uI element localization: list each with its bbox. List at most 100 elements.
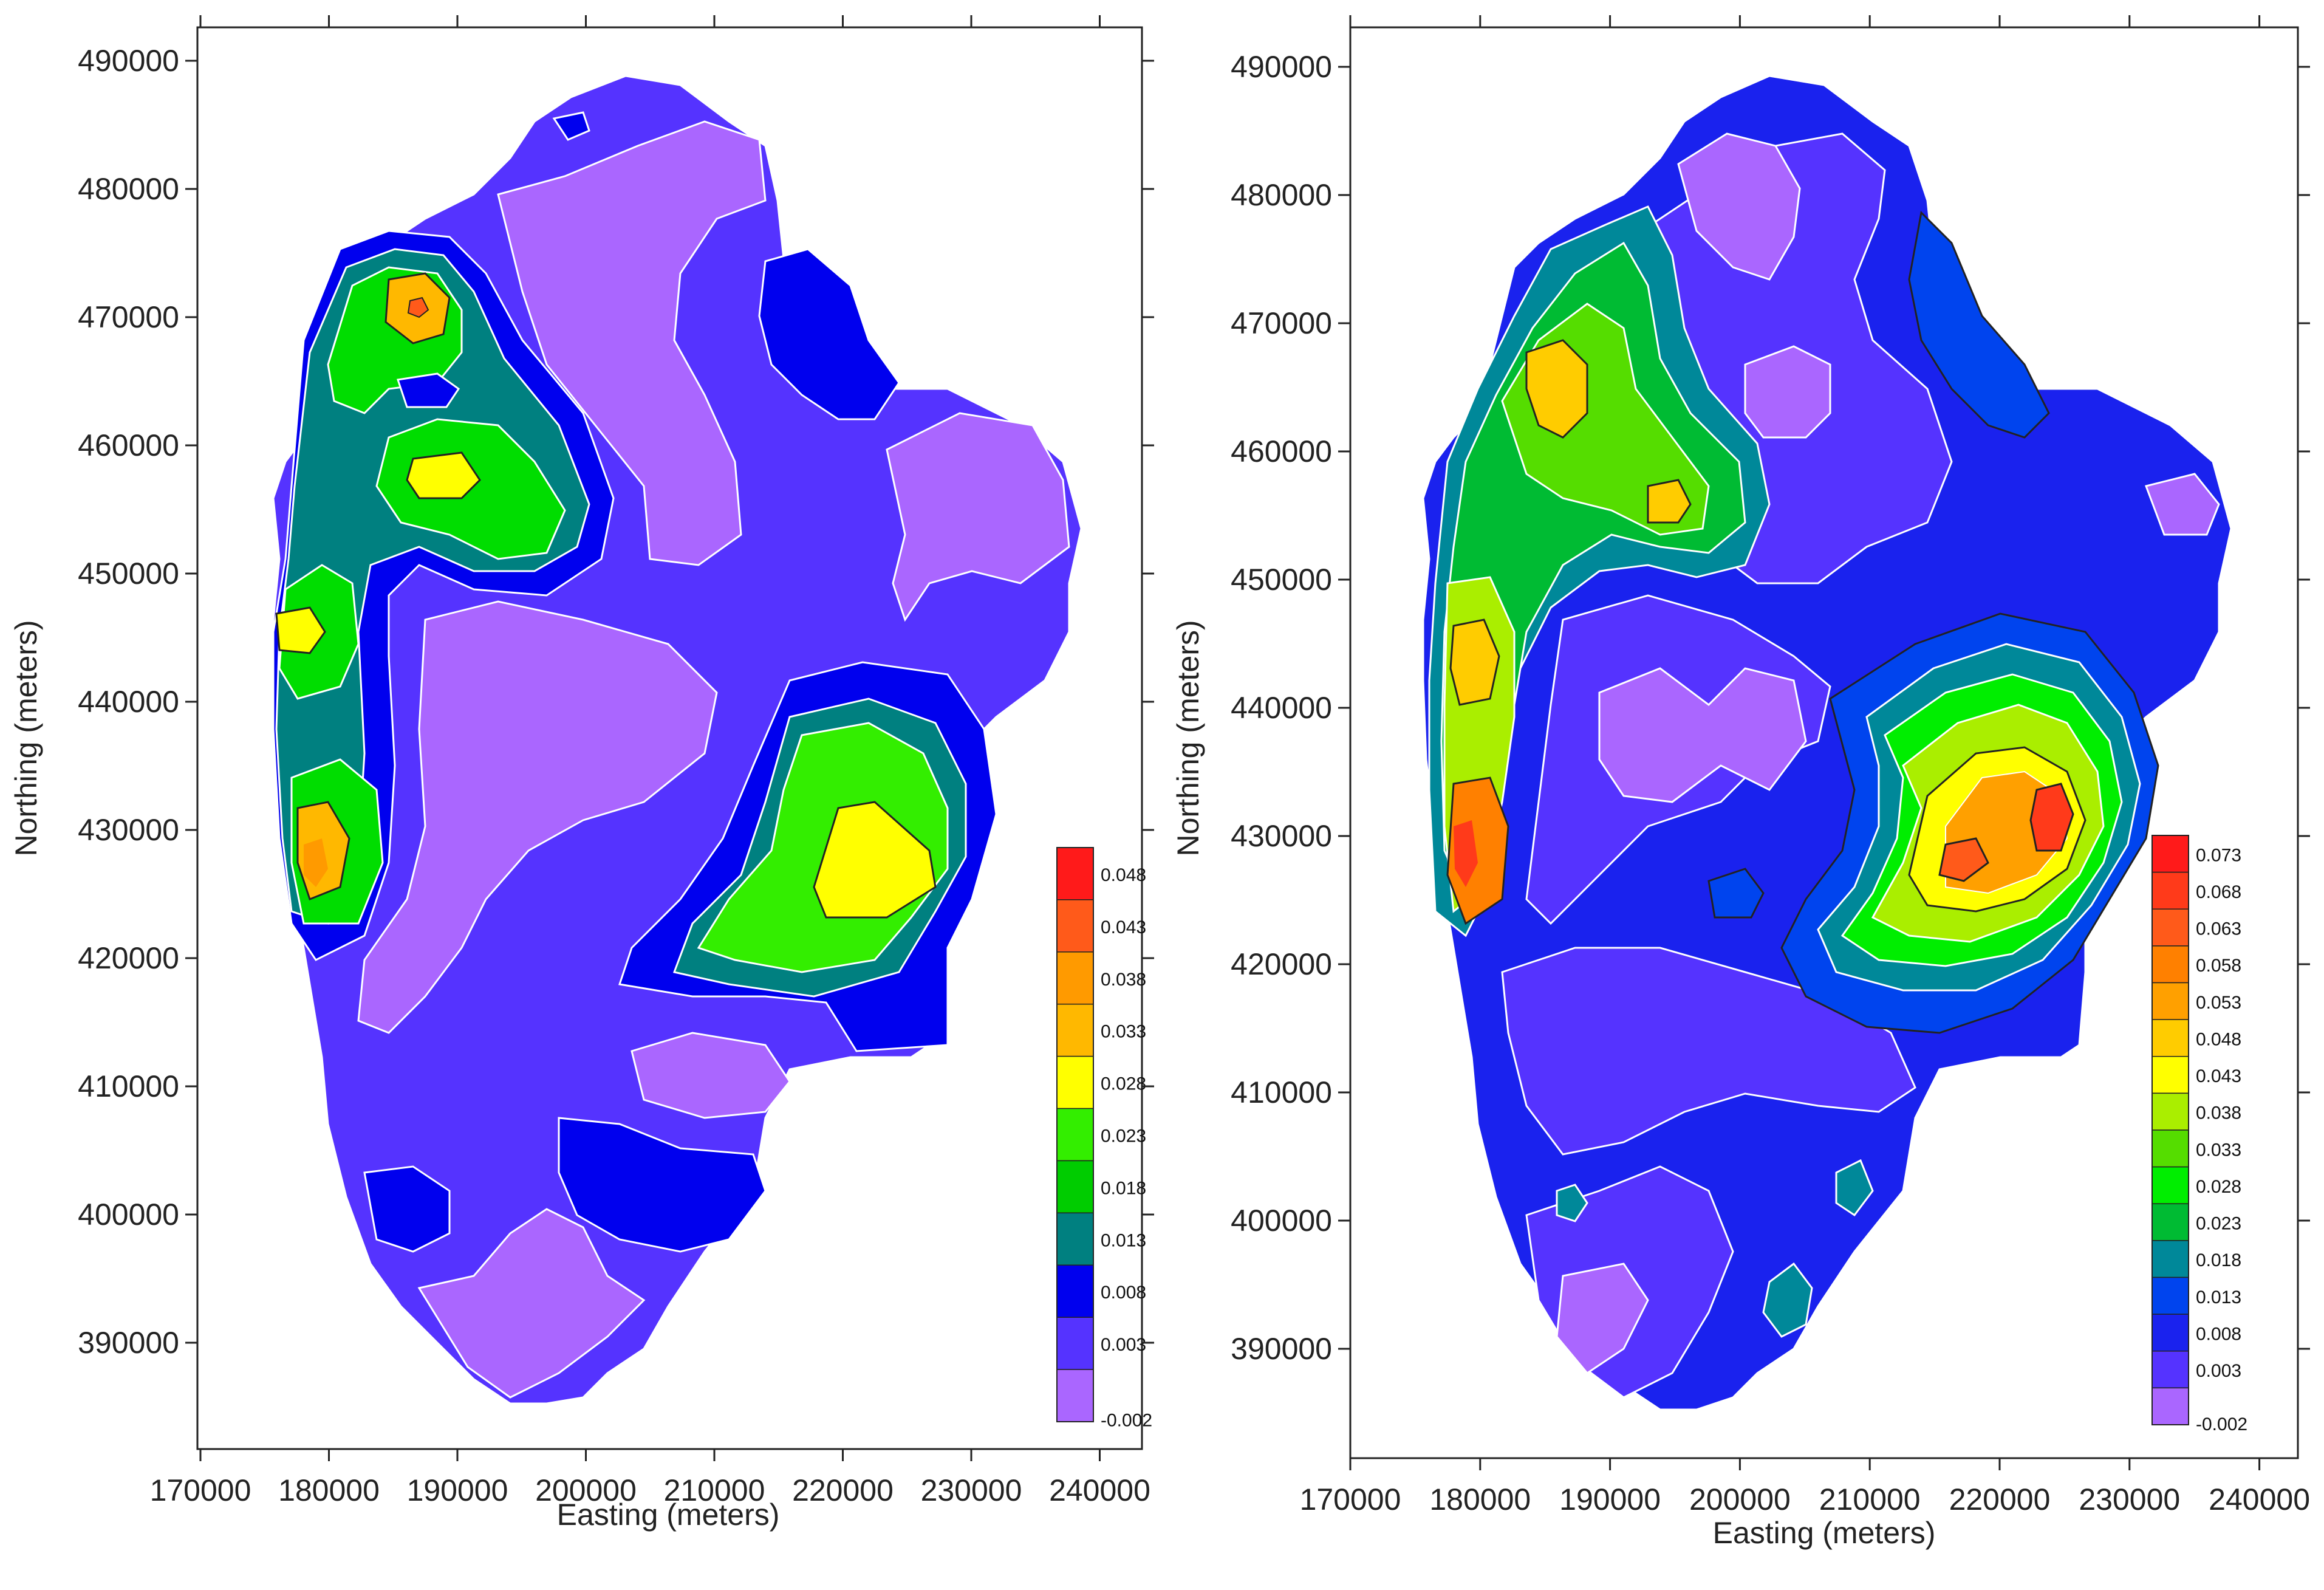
colorbar-label: 0.033 [2196, 1140, 2241, 1160]
region-blue-ne [1908, 210, 2050, 439]
colorbar-label: 0.053 [2196, 993, 2241, 1013]
map-panel-right: 0.073 0.068 0.063 0.058 0.053 0.048 0.043 0.038… [1162, 0, 2324, 1590]
colorbar-label: 0.048 [2196, 1029, 2241, 1049]
colorbar-label: 0.048 [1101, 865, 1146, 885]
region-blue-center [1707, 868, 1765, 919]
colorbar-label: 0.033 [1101, 1022, 1146, 1042]
colorbar-label: 0.028 [2196, 1177, 2241, 1197]
colorbar-label: 0.018 [1101, 1178, 1146, 1198]
x-tick-label: 200000 [1689, 1482, 1791, 1516]
colorbar-swatch [1056, 847, 1094, 900]
region-verylow-5 [2145, 473, 2220, 536]
region-red-se1 [2029, 783, 2074, 852]
colorbar-swatch [2151, 1387, 2189, 1425]
map-panel-left: 0.048 0.043 0.038 0.033 0.028 0.023 0.018 0.013… [9, 15, 1154, 1532]
x-tick-label: 170000 [150, 1473, 251, 1507]
region-blue-right [758, 248, 900, 420]
region-verylow-3 [1598, 667, 1807, 803]
x-tick-label: 210000 [1819, 1482, 1921, 1516]
colorbar-label: 0.013 [1101, 1230, 1146, 1250]
y-tick-label: 400000 [1231, 1204, 1332, 1238]
region-teal-s2 [1835, 1159, 1874, 1217]
y-tick-label: 470000 [1231, 306, 1332, 340]
x-tick-label: 230000 [921, 1473, 1022, 1507]
colorbar-swatch [2151, 945, 2189, 984]
region-yellow-east [813, 801, 937, 919]
region-teal-west [275, 248, 590, 925]
x-tick-label: 240000 [1049, 1473, 1150, 1507]
x-tick-label: 230000 [2079, 1482, 2180, 1516]
region-yellow-n [406, 451, 481, 499]
y-tick-label: 460000 [1231, 434, 1332, 468]
region-red-w2 [304, 838, 328, 887]
x-tick-label: 210000 [664, 1473, 765, 1507]
region-blue-south [558, 1117, 767, 1253]
colorbar-swatch [2151, 1166, 2189, 1204]
x-tick-label: 200000 [535, 1473, 637, 1507]
colorbar-swatch [2151, 1092, 2189, 1131]
region-blue-small [397, 372, 460, 408]
colorbar-label: 0.058 [2196, 956, 2241, 976]
colorbar-right: 0.073 0.068 0.063 0.058 0.053 0.048 0.043 0.038… [2151, 835, 2247, 1434]
region-orange-w2 [1446, 776, 1509, 925]
colorbar-swatch [1056, 1369, 1094, 1422]
region-teal-s [1762, 1262, 1813, 1338]
colorbar-swatch [1056, 1055, 1094, 1109]
colorbar-label: 0.003 [1101, 1335, 1146, 1355]
region-yellow-w1 [275, 606, 326, 654]
x-tick-label: 180000 [278, 1473, 380, 1507]
colorbar-swatch [1056, 1264, 1094, 1318]
region-low-3 [886, 412, 1070, 622]
colorbar-label: 0.023 [1101, 1126, 1146, 1146]
colorbar-label: 0.073 [2196, 845, 2241, 865]
colorbar-label: 0.023 [2196, 1214, 2241, 1234]
y-tick-label: 450000 [78, 557, 179, 591]
colorbar-swatch [1056, 1317, 1094, 1370]
y-tick-label: 420000 [78, 941, 179, 975]
region-low-4 [631, 1032, 791, 1119]
colorbar-swatch [1056, 899, 1094, 953]
region-yellow-nw [1525, 339, 1588, 439]
colorbar-swatch [2151, 908, 2189, 947]
colorbar-label: 0.043 [2196, 1066, 2241, 1086]
y-tick-label: 420000 [1231, 947, 1332, 981]
y-tick-label: 390000 [1231, 1332, 1332, 1366]
colorbar-label: 0.018 [2196, 1250, 2241, 1270]
y-tick-label: 400000 [78, 1198, 179, 1232]
colorbar-swatch [2151, 1056, 2189, 1094]
region-low-5 [417, 1208, 646, 1399]
x-tick-label: 240000 [2209, 1482, 2310, 1516]
colorbar-frame [2151, 835, 2189, 1425]
y-tick-label: 480000 [1231, 178, 1332, 212]
colorbar-swatch [2151, 982, 2189, 1020]
x-tick-label: 220000 [1949, 1482, 2051, 1516]
colorbar-swatch [1056, 1160, 1094, 1214]
colorbar-label: 0.038 [2196, 1103, 2241, 1123]
colorbar-label: 0.063 [2196, 919, 2241, 939]
contour-map-left: 0.048 0.043 0.038 0.033 0.028 0.023 0.018 0.013… [9, 15, 1154, 1532]
colorbar-left: 0.048 0.043 0.038 0.033 0.028 0.023 0.018 0.013… [1056, 847, 1152, 1431]
x-axis-title: Easting (meters) [557, 1498, 780, 1532]
region-red-nw [407, 296, 429, 318]
contour-fill-group [272, 75, 1082, 1405]
region-red-se2 [1938, 837, 1989, 882]
colorbar-label: -0.002 [1101, 1411, 1152, 1431]
region-low-1 [497, 120, 767, 566]
y-axis-title: Northing (meters) [1171, 620, 1205, 857]
region-yellow-n2 [1647, 479, 1692, 524]
colorbar-swatch [2151, 1240, 2189, 1278]
x-tick-label: 220000 [792, 1473, 894, 1507]
y-tick-label: 450000 [1231, 563, 1332, 597]
axes-right: 170000 180000 190000 200000 210000 220000 2300… [1231, 15, 2310, 1516]
colorbar-swatch [2151, 1351, 2189, 1389]
region-teal-sw [1556, 1184, 1588, 1222]
y-tick-label: 470000 [78, 300, 179, 334]
x-tick-label: 180000 [1429, 1482, 1531, 1516]
contour-map-right: 0.073 0.068 0.063 0.058 0.053 0.048 0.043 0.038… [1171, 15, 2310, 1550]
y-tick-label: 430000 [1231, 819, 1332, 853]
colorbar-swatch [2151, 835, 2189, 873]
region-verylow-1 [1677, 132, 1801, 281]
y-axis-title: Northing (meters) [9, 620, 43, 857]
colorbar-frame [1056, 847, 1094, 1422]
colorbar-swatch [1056, 1003, 1094, 1057]
